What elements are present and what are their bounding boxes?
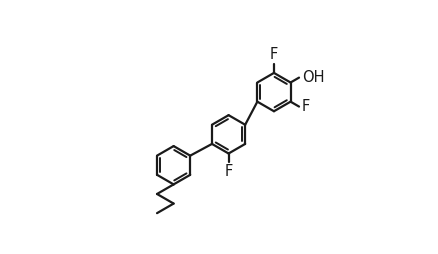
Text: OH: OH [302, 70, 324, 85]
Text: F: F [270, 47, 278, 62]
Text: F: F [302, 99, 310, 114]
Text: F: F [224, 164, 233, 179]
